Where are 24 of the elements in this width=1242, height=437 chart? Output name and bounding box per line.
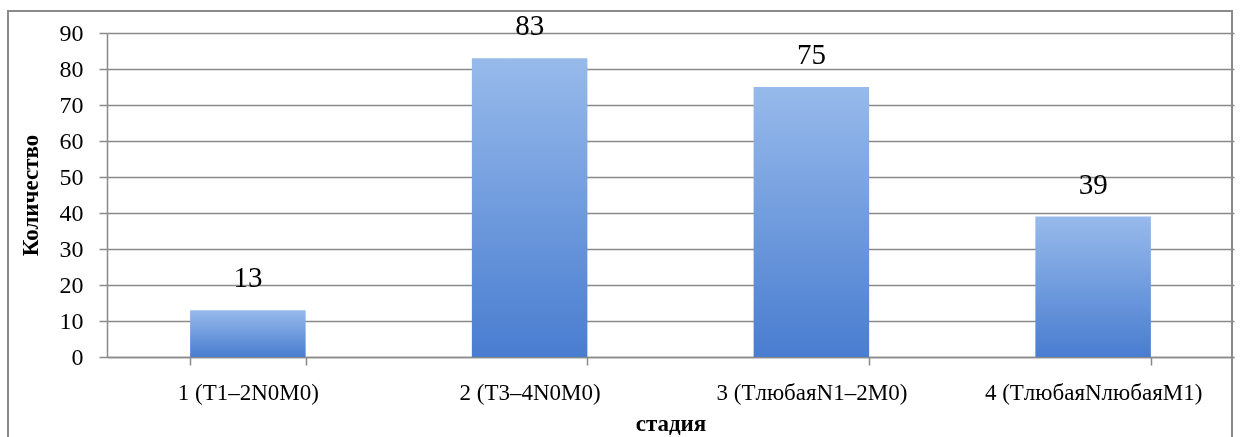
- data-label: 13: [233, 261, 263, 294]
- y-tick-label: 20: [59, 271, 84, 298]
- y-tick-label: 0: [71, 343, 84, 370]
- x-axis-title: стадия: [635, 410, 707, 436]
- bar: [1035, 216, 1151, 357]
- y-tick-label: 50: [59, 163, 84, 190]
- bar: [471, 58, 588, 357]
- x-tick-label: 2 (T3–4N0M0): [459, 379, 601, 405]
- y-tick-label: 30: [59, 235, 84, 262]
- y-axis-title: Количество: [17, 134, 43, 257]
- x-tick-label: 4 (TлюбаяNлюбаяM1): [984, 379, 1203, 405]
- data-label: 83: [515, 9, 545, 42]
- x-tick-label: 3 (TлюбаяN1–2M0): [716, 379, 908, 405]
- y-tick-label: 90: [59, 19, 84, 46]
- y-tick-label: 10: [59, 307, 84, 334]
- data-label: 75: [796, 38, 826, 70]
- y-tick-label: 60: [59, 127, 84, 154]
- data-label: 39: [1078, 167, 1108, 200]
- y-tick-label: 80: [59, 55, 84, 82]
- bar: [753, 87, 870, 357]
- y-tick-label: 70: [59, 91, 84, 118]
- bar: [190, 310, 306, 357]
- x-tick-label: 1 (T1–2N0M0): [177, 379, 319, 405]
- y-tick-label: 40: [59, 199, 84, 226]
